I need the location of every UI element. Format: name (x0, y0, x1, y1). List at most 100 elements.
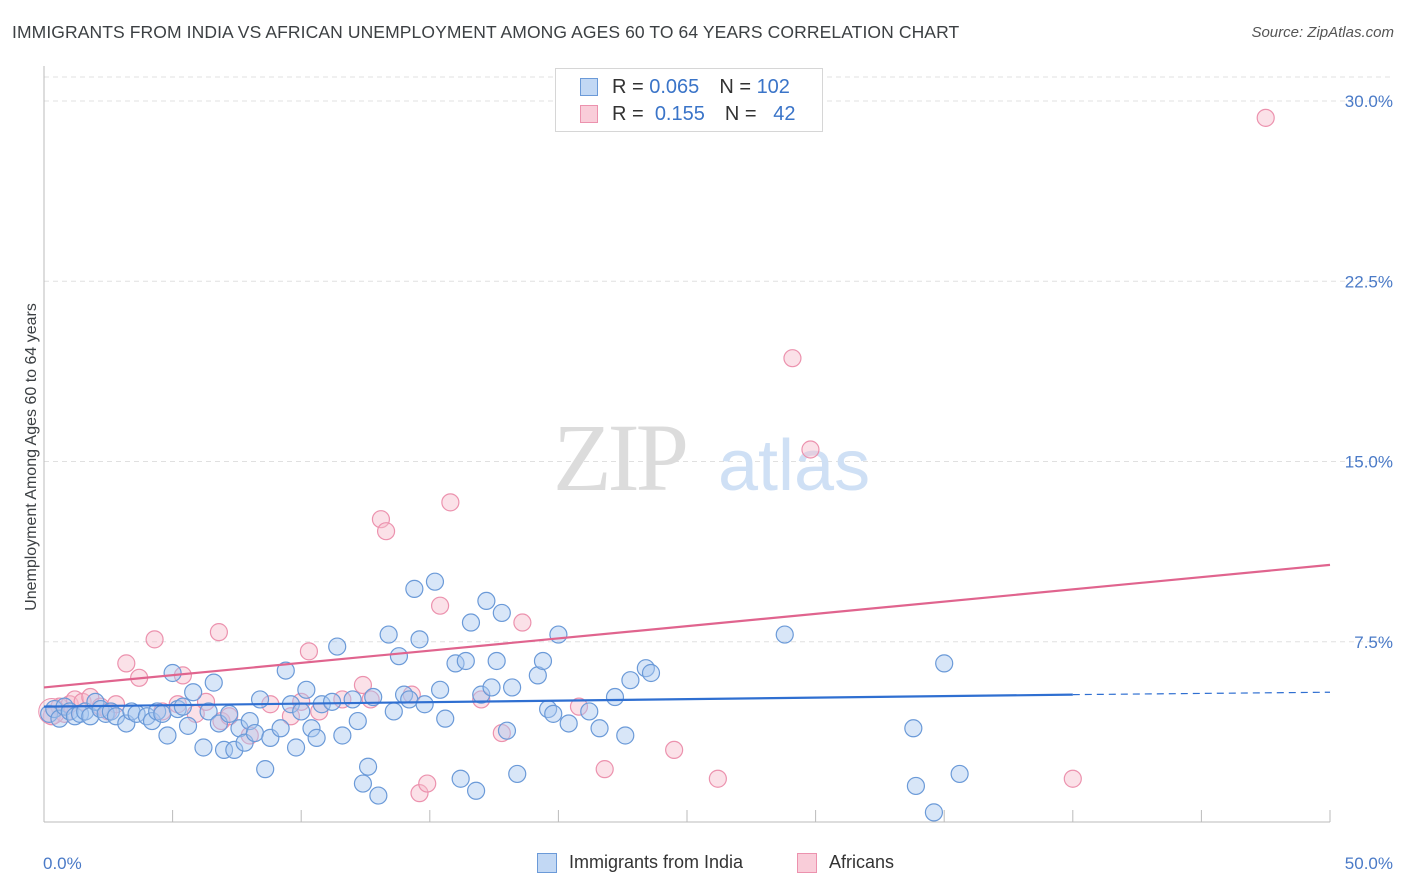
india-point (430, 680, 450, 699)
india-point (616, 726, 635, 745)
india-r-value: 0.065 (649, 75, 700, 98)
series-africans (38, 108, 1275, 803)
legend-row-india: R = 0.065 N = 102 (580, 74, 790, 100)
india-point (405, 579, 424, 598)
india-point (40, 704, 59, 723)
x-tick-label-min: 0.0% (43, 854, 82, 873)
africans-swatch (580, 105, 598, 123)
india-point (297, 680, 316, 699)
india-point (436, 709, 455, 728)
india-point (528, 666, 547, 685)
india-point (580, 702, 599, 721)
india-point (256, 760, 275, 779)
correlation-legend: R = 0.065 N = 102 R = 0.155 N = 42 (555, 68, 823, 132)
india-point (508, 764, 527, 784)
trend-lines (43, 563, 1331, 708)
africans-point (665, 740, 684, 760)
africans-point (430, 596, 450, 615)
africans-point (801, 440, 820, 459)
india-point (492, 603, 511, 623)
india-point (328, 637, 347, 656)
axes (43, 66, 1331, 823)
x-tick-labels: 0.0% 50.0% (43, 854, 1393, 873)
india-point (343, 690, 362, 709)
india-point (307, 728, 326, 747)
india-point (245, 723, 265, 743)
africans-point (418, 774, 437, 793)
y-tick-label: 22.5% (1345, 272, 1393, 291)
watermark: ZIP atlas (553, 404, 870, 511)
africans-point (595, 760, 614, 779)
africans-point (783, 349, 802, 368)
india-point (549, 625, 568, 644)
india-point (924, 803, 944, 822)
africans-n-value: 42 (773, 102, 796, 125)
india-point (641, 663, 661, 683)
africans-point (299, 642, 319, 661)
legend-india-swatch (537, 852, 557, 873)
legend-item-india: Immigrants from India (537, 852, 743, 873)
india-point (384, 702, 403, 721)
india-point (333, 726, 352, 745)
india-point (461, 613, 481, 632)
india-point (142, 711, 162, 731)
india-point (497, 721, 517, 740)
africans-point (472, 690, 491, 709)
india-point (220, 704, 239, 723)
india-point (302, 719, 321, 738)
india-point (184, 683, 203, 702)
africans-point (1063, 769, 1082, 788)
india-point (240, 711, 259, 731)
india-point (173, 697, 192, 716)
watermark-atlas: atlas (718, 426, 870, 506)
x-tick-label-max: 50.0% (1345, 854, 1393, 873)
india-point (487, 651, 506, 671)
india-point (904, 719, 923, 738)
y-axis-label: Unemployment Among Ages 60 to 64 years (23, 303, 40, 611)
india-point (194, 738, 213, 757)
india-point (276, 661, 295, 680)
y-tick-labels: 7.5% 15.0% 22.5% 30.0% (1345, 92, 1393, 652)
india-swatch (580, 78, 598, 96)
india-n-value: 102 (756, 75, 790, 98)
india-point (415, 695, 434, 714)
india-point (400, 690, 419, 709)
legend-africans-label: Africans (829, 852, 895, 872)
india-point (425, 572, 445, 591)
africans-point (513, 613, 532, 632)
africans-point (1256, 108, 1275, 127)
india-point (292, 702, 311, 721)
india-point (271, 719, 290, 738)
india-point (199, 702, 218, 721)
india-point (358, 757, 378, 776)
y-tick-label: 30.0% (1345, 92, 1393, 111)
india-point (410, 630, 429, 649)
india-point (178, 716, 198, 735)
africans-point (410, 784, 429, 803)
india-point (369, 786, 388, 805)
india-point (559, 714, 578, 733)
legend-africans-swatch (797, 852, 817, 873)
africans-point (145, 630, 164, 649)
india-point (101, 702, 120, 721)
india-point (353, 774, 373, 793)
india-point (935, 654, 954, 673)
india-point (322, 692, 342, 711)
india-point (364, 687, 383, 707)
india-point (503, 678, 522, 697)
india-point (451, 769, 470, 788)
india-point (477, 591, 496, 611)
india-point (472, 685, 491, 704)
india-point (456, 651, 475, 671)
india-trend-extrapolation (1072, 691, 1331, 696)
africans-point (371, 510, 391, 529)
india-point (636, 659, 655, 678)
india-point (348, 711, 367, 731)
india-point (286, 738, 306, 757)
africans-point (117, 654, 136, 673)
y-tick-label: 15.0% (1345, 453, 1393, 472)
india-point (81, 707, 100, 726)
india-point (250, 690, 270, 709)
watermark-zip: ZIP (553, 404, 686, 511)
